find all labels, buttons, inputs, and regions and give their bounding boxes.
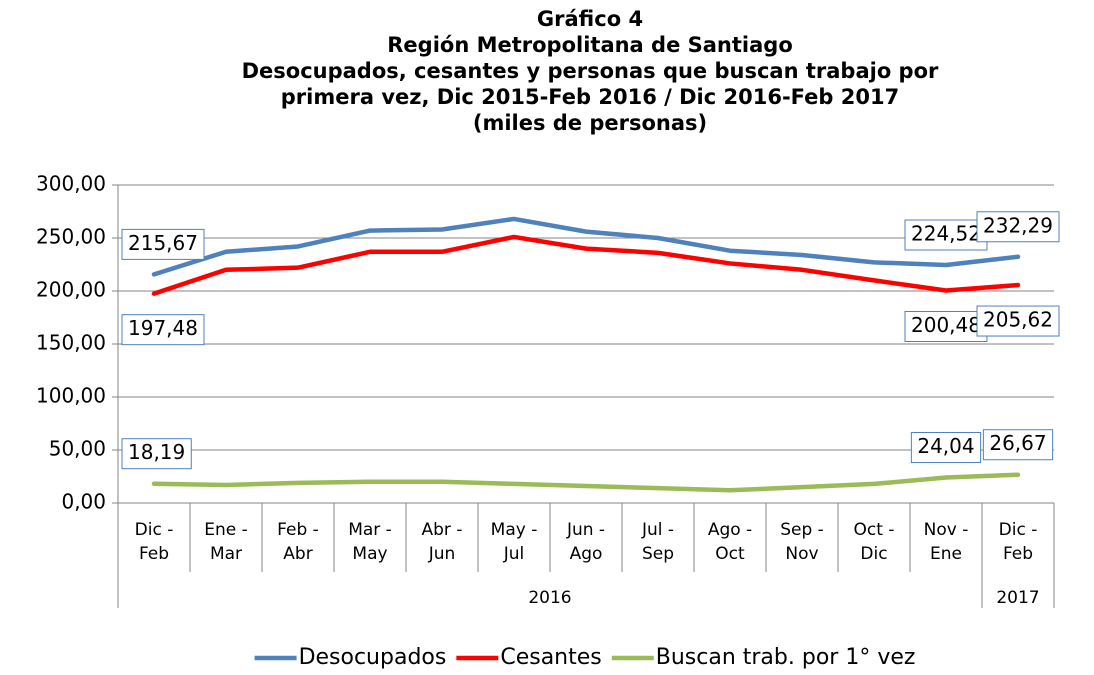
- legend-label: Cesantes: [500, 645, 601, 670]
- y-tick-label: 150,00: [36, 331, 106, 355]
- x-tick-label: Ene -Mar: [204, 520, 248, 564]
- y-tick-label: 50,00: [49, 437, 106, 461]
- data-label-box: [982, 429, 1054, 461]
- data-label-box: [121, 314, 205, 346]
- y-tick-label: 300,00: [36, 172, 106, 196]
- x-tick-label: Nov -Ene: [924, 520, 969, 564]
- x-tick-label: Jun -Ago: [566, 520, 605, 564]
- data-label: 200,48: [911, 313, 981, 337]
- group-label: 2016: [528, 588, 571, 608]
- y-tick-label: 200,00: [36, 278, 106, 302]
- data-label: 197,48: [128, 316, 198, 340]
- data-label-box: [121, 438, 192, 470]
- y-tick-label: 250,00: [36, 225, 106, 249]
- data-label-box: [904, 310, 988, 342]
- series-line: [151, 472, 1021, 493]
- group-label: 2017: [996, 588, 1039, 608]
- data-label-box: [976, 211, 1060, 243]
- chart-title: Gráfico 4: [537, 7, 643, 31]
- data-label-box: [121, 228, 205, 260]
- y-tick-label: 100,00: [36, 384, 106, 408]
- data-label: 24,04: [917, 434, 974, 458]
- chart-title: Desocupados, cesantes y personas que bus…: [242, 59, 939, 83]
- data-label: 224,52: [911, 222, 981, 246]
- y-tick-label: 0,00: [61, 490, 106, 514]
- chart-title: (miles de personas): [473, 111, 707, 135]
- x-tick-label: Sep -Nov: [780, 520, 824, 564]
- series-line: [151, 216, 1021, 277]
- x-tick-label: Jul -Sep: [641, 520, 674, 564]
- x-tick-label: Oct -Dic: [854, 520, 895, 564]
- data-label-box: [976, 305, 1060, 337]
- x-tick-label: Dic -Feb: [135, 520, 174, 564]
- series-line: [151, 234, 1021, 296]
- chart-title: primera vez, Dic 2015-Feb 2016 / Dic 201…: [281, 85, 899, 109]
- x-tick-label: May -Jul: [491, 520, 538, 564]
- data-label: 205,62: [983, 308, 1053, 332]
- x-tick-label: Feb -Abr: [277, 520, 319, 564]
- legend-label: Desocupados: [299, 645, 447, 670]
- chart-title: Región Metropolitana de Santiago: [387, 33, 793, 57]
- x-tick-label: Mar -May: [348, 520, 392, 564]
- x-tick-label: Abr -Jun: [422, 520, 463, 564]
- data-label: 18,19: [128, 440, 185, 464]
- data-label: 26,67: [989, 431, 1046, 455]
- data-label: 215,67: [128, 231, 198, 255]
- data-label-box: [910, 432, 982, 464]
- x-tick-label: Ago -Oct: [708, 520, 752, 564]
- data-label: 232,29: [983, 213, 1053, 237]
- x-tick-label: Dic -Feb: [999, 520, 1038, 564]
- legend-label: Buscan trab. por 1° vez: [656, 645, 916, 670]
